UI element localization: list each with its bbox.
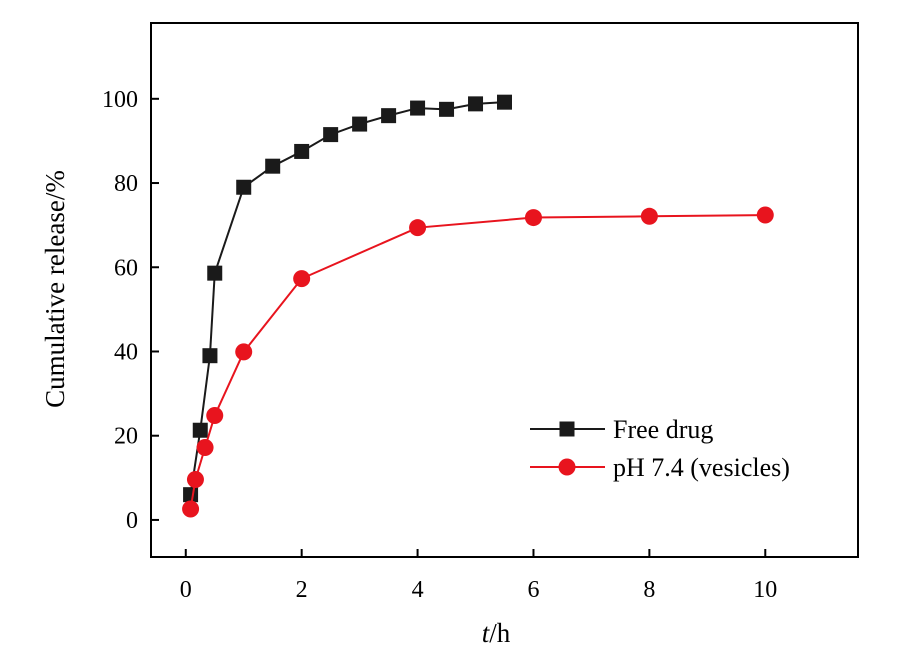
y-tick-label: 100 — [102, 87, 138, 113]
x-tick-label: 2 — [296, 577, 308, 603]
data-point — [468, 96, 484, 112]
legend-label: pH 7.4 (vesicles) — [613, 453, 790, 482]
legend-circle-marker — [558, 458, 576, 476]
y-axis-title: Cumulative release/% — [40, 170, 70, 408]
data-point — [206, 406, 224, 424]
x-tick-label: 0 — [180, 577, 192, 603]
data-point — [439, 101, 455, 117]
data-point — [352, 116, 368, 132]
data-point — [756, 206, 774, 224]
data-point — [323, 127, 339, 143]
data-point — [182, 500, 200, 518]
data-point — [293, 270, 311, 288]
series-free-drug — [183, 94, 512, 503]
data-point — [186, 471, 204, 489]
y-tick-label: 60 — [114, 255, 138, 281]
x-tick-label: 10 — [753, 577, 777, 603]
y-tick-label: 80 — [114, 171, 138, 197]
y-tick-label: 0 — [126, 508, 138, 534]
data-point — [196, 439, 214, 457]
data-point — [640, 207, 658, 225]
x-tick-label: 4 — [412, 577, 424, 603]
data-point — [410, 100, 426, 116]
data-point — [192, 422, 208, 438]
data-point — [207, 265, 223, 281]
data-point — [497, 94, 512, 110]
x-axis-title-variable: t — [482, 618, 491, 648]
y-tick-label: 20 — [114, 424, 138, 450]
series-line — [189, 101, 505, 495]
legend-entry: pH 7.4 (vesicles) — [530, 453, 790, 482]
legend-label: Free drug — [613, 415, 713, 444]
x-axis-title: t/h — [482, 618, 511, 648]
data-point — [381, 108, 397, 124]
x-tick-label: 8 — [643, 577, 655, 603]
data-point — [524, 209, 542, 227]
legend: Free drug pH 7.4 (vesicles) — [530, 415, 790, 482]
y-tick-label: 40 — [114, 339, 138, 365]
series-layer — [182, 94, 774, 518]
legend-square-marker — [559, 421, 575, 437]
series-line — [189, 214, 766, 510]
data-point — [183, 487, 199, 503]
data-point — [294, 143, 310, 159]
plot-frame — [150, 22, 859, 558]
data-point — [265, 158, 281, 174]
legend-entry: Free drug — [530, 415, 713, 444]
data-point — [236, 179, 252, 195]
data-point — [202, 348, 218, 364]
series-ph-7-4-vesicles — [182, 206, 774, 518]
data-point — [409, 219, 427, 237]
x-axis-title-unit: /h — [489, 618, 511, 648]
x-tick-label: 6 — [527, 577, 539, 603]
data-point — [235, 343, 253, 361]
